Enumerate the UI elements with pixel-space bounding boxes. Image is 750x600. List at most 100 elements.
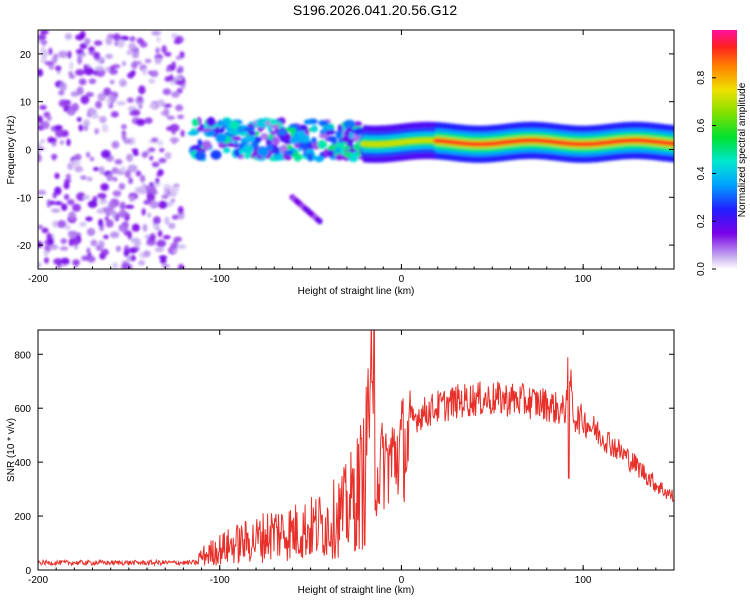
spectrogram-cell xyxy=(150,137,159,143)
spectrogram-cell xyxy=(61,203,68,211)
spectrogram-cell xyxy=(226,142,234,147)
spectrogram-cell xyxy=(69,61,74,70)
spectrogram-cell xyxy=(135,118,146,126)
spectrogram-cell xyxy=(52,192,57,199)
spectrogram-cell xyxy=(39,105,47,110)
spectrogram-cell xyxy=(109,68,118,75)
spectrogram-cell xyxy=(314,155,325,163)
y-tick-label: 20 xyxy=(20,50,32,61)
spectrogram-cell xyxy=(180,84,186,89)
y-tick-label: 400 xyxy=(14,458,31,469)
spectrogram-feature xyxy=(38,30,187,269)
spectrogram-cell xyxy=(175,80,185,86)
spectrogram-cell xyxy=(163,108,170,117)
spectrogram-cell xyxy=(95,100,102,109)
spectrogram-cell xyxy=(177,114,185,120)
spectrogram-cell xyxy=(324,130,336,135)
spectrogram-cell xyxy=(106,98,111,106)
spectrogram-cell xyxy=(59,140,65,145)
spectrogram-cell xyxy=(123,230,132,236)
spectrogram-cell xyxy=(52,220,58,228)
spectrogram-cell xyxy=(165,67,171,73)
x-tick-label: 100 xyxy=(575,575,592,586)
spectrogram-cell xyxy=(177,206,184,215)
spectrogram-cell xyxy=(103,234,109,240)
spectrogram-cell xyxy=(149,155,154,161)
spectrogram-cell xyxy=(335,154,344,161)
colorbar-ticks: 0.0 0.2 0.4 0.6 0.8 xyxy=(696,70,716,276)
spectrogram-cell xyxy=(54,65,62,72)
spectrogram-cell xyxy=(76,192,86,201)
spectrogram-cell xyxy=(269,119,278,126)
spectrogram-cell xyxy=(86,176,93,182)
spectrogram-cell xyxy=(92,166,100,172)
spectrogram-cell xyxy=(38,115,44,124)
spectrogram-cell xyxy=(153,181,161,187)
spectrogram-cell xyxy=(93,51,98,60)
spectrogram-cell xyxy=(77,55,83,65)
spectrogram-cell xyxy=(206,116,216,127)
spectrogram-cell xyxy=(345,127,350,138)
spectrogram-cell xyxy=(79,43,88,50)
spectrogram-cell xyxy=(233,139,239,145)
spectrogram-cell xyxy=(74,165,84,173)
spectrogram-cell xyxy=(126,263,133,269)
spectrogram-cell xyxy=(260,133,269,141)
snr-ticks: -200 -100 0 100 0 200 400 600 800 xyxy=(14,330,675,586)
spectrogram-cell xyxy=(98,218,104,227)
spectrogram-cell xyxy=(51,208,61,213)
spectrogram-cell xyxy=(138,85,146,95)
spectrogram-cell xyxy=(138,104,143,110)
spectrogram-cell xyxy=(177,244,187,250)
spectrogram-cell xyxy=(168,201,173,207)
spectrogram-cell xyxy=(112,210,117,219)
spectrogram-cell xyxy=(99,166,105,175)
x-tick-label: 0 xyxy=(399,274,405,285)
spectrogram-cell xyxy=(139,41,148,48)
colorbar-label: Normalized spectral amplitude xyxy=(737,82,748,217)
spectrogram-cell xyxy=(164,151,172,160)
spectrogram-cell xyxy=(84,37,91,46)
spectrogram-cell xyxy=(87,255,96,263)
spectrogram-cell xyxy=(113,33,121,42)
spectrogram-cell xyxy=(126,49,132,56)
spectrogram-cell xyxy=(38,34,47,41)
spectrogram-cell xyxy=(247,131,257,136)
spectrogram-cell xyxy=(112,64,121,69)
spectrogram-cell xyxy=(49,137,57,143)
spectrogram-cell xyxy=(267,125,273,133)
spectrogram-y-axis-label: Frequency (Hz) xyxy=(6,116,17,185)
spectrogram-cell xyxy=(187,131,199,136)
spectrogram-cell xyxy=(52,153,57,161)
spectrogram-cell xyxy=(197,139,203,147)
spectrogram-cell xyxy=(342,146,351,151)
spectrogram-cell xyxy=(97,92,106,102)
spectrogram-cell xyxy=(144,234,150,239)
spectrogram-cell xyxy=(122,35,130,41)
spectrogram-cell xyxy=(104,216,109,221)
spectrogram-cell xyxy=(148,70,153,75)
spectrogram-cell xyxy=(146,240,156,246)
spectrogram-cell xyxy=(105,66,111,73)
spectrogram-cell xyxy=(156,140,164,146)
colorbar: 0.0 0.2 0.4 0.6 0.8 Normalized spectral ampl… xyxy=(696,30,748,276)
spectrogram-cell xyxy=(173,39,182,45)
spectrogram-cell xyxy=(99,115,107,124)
spectrogram-cell xyxy=(86,227,96,237)
spectrogram-cell xyxy=(149,200,159,209)
spectrogram-cell xyxy=(128,177,133,185)
spectrogram-cell xyxy=(123,138,133,145)
y-tick-label: -10 xyxy=(17,193,32,204)
spectrogram-cell xyxy=(205,130,216,137)
spectrogram-cell xyxy=(119,201,126,211)
spectrogram-cell xyxy=(72,238,80,246)
spectrogram-cell xyxy=(114,159,123,165)
spectrogram-cell xyxy=(124,170,131,179)
spectrogram-cell xyxy=(58,99,68,108)
spectrogram-cell xyxy=(126,255,132,263)
spectrogram-cell xyxy=(53,258,63,265)
spectrogram-cell xyxy=(144,117,153,124)
spectrogram-cell xyxy=(320,120,325,127)
